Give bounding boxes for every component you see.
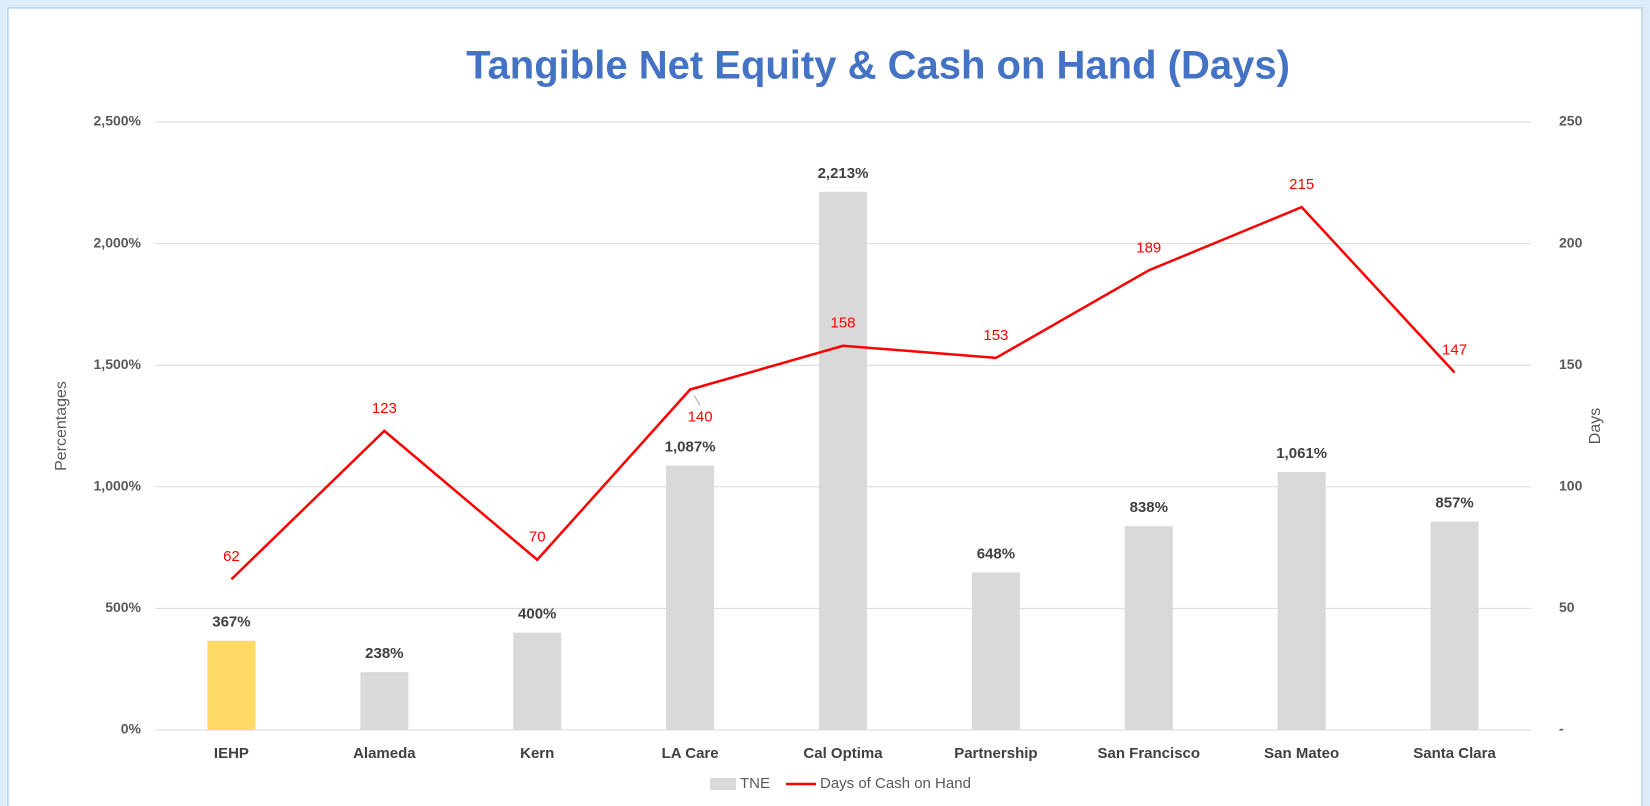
x-tick-label: San Mateo	[1264, 745, 1339, 762]
y2-tick-label: 100	[1559, 478, 1583, 494]
x-tick-label: Kern	[520, 745, 554, 762]
x-tick-label: Santa Clara	[1413, 745, 1496, 762]
y-tick-label: 1,500%	[94, 356, 142, 372]
y-axis-title: Percentages	[53, 381, 70, 471]
bar-value-label: 648%	[977, 545, 1015, 562]
legend-swatch	[710, 778, 736, 790]
line-value-label: 123	[372, 400, 397, 417]
x-tick-label: Alameda	[353, 745, 416, 762]
bar-value-label: 1,087%	[665, 439, 716, 456]
legend-label: Days of Cash on Hand	[820, 775, 971, 792]
line-value-label: 70	[529, 529, 546, 546]
bar	[1277, 471, 1326, 730]
x-tick-label: San Francisco	[1098, 745, 1201, 762]
x-tick-label: LA Care	[662, 745, 719, 762]
y2-tick-label: 250	[1559, 113, 1583, 129]
bar	[360, 672, 409, 730]
y2-tick-label: 200	[1559, 234, 1583, 250]
line-value-label: 153	[983, 327, 1008, 344]
line-value-label: 189	[1136, 239, 1161, 256]
y-tick-label: 2,500%	[94, 113, 142, 129]
y2-tick-label: 50	[1559, 599, 1575, 615]
bar	[513, 632, 562, 730]
bar-value-label: 2,213%	[818, 165, 869, 182]
bar	[666, 465, 715, 730]
bar-value-label: 238%	[365, 645, 403, 662]
bar-value-label: 367%	[212, 614, 250, 631]
bar	[1124, 526, 1173, 730]
y-tick-label: 500%	[105, 599, 141, 615]
line	[230, 205, 1456, 581]
y2-axis-title: Days	[1587, 408, 1604, 444]
line-value-label: 147	[1442, 341, 1467, 358]
bar	[971, 572, 1020, 730]
y-tick-label: 0%	[121, 721, 142, 737]
line-value-label: 62	[223, 548, 240, 565]
bar-value-label: 838%	[1130, 499, 1168, 516]
bar-value-label: 857%	[1435, 495, 1473, 512]
line-value-label: 158	[830, 315, 855, 332]
bar-value-label: 400%	[518, 606, 556, 623]
bar	[207, 640, 256, 730]
y-tick-label: 1,000%	[94, 478, 142, 494]
leader-line	[693, 395, 701, 406]
chart-title: Tangible Net Equity & Cash on Hand (Days…	[466, 44, 1290, 88]
bar-value-label: 1,061%	[1276, 445, 1327, 462]
bar	[1430, 521, 1479, 730]
x-tick-label: IEHP	[214, 745, 249, 762]
x-tick-label: Cal Optima	[803, 745, 883, 762]
y2-tick-label: 150	[1559, 356, 1583, 372]
line-value-label: 140	[688, 408, 713, 425]
line-value-label: 215	[1289, 176, 1314, 193]
y2-tick-label: -	[1559, 721, 1564, 737]
bar	[819, 191, 867, 730]
x-tick-label: Partnership	[954, 745, 1037, 762]
legend-label: TNE	[740, 775, 770, 792]
y-tick-label: 2,000%	[94, 234, 142, 250]
